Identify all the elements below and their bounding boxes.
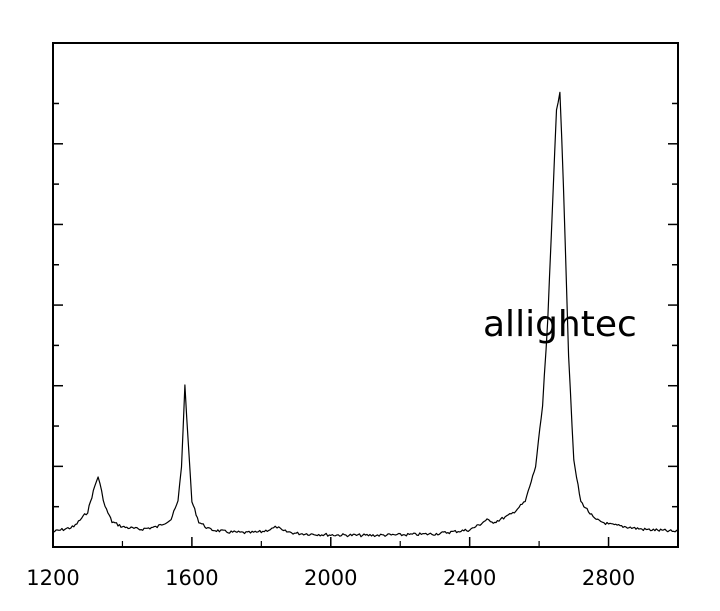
x-tick-label: 2800 (582, 566, 635, 590)
plot-frame (52, 42, 679, 548)
spectrum-line (52, 91, 679, 538)
x-tick-label: 1600 (165, 566, 218, 590)
x-tick-label: 1200 (26, 566, 79, 590)
x-axis-tick-labels: 1200 1600 2000 2400 2800 (26, 566, 635, 590)
x-tick-label: 2000 (304, 566, 357, 590)
x-tick-label: 2400 (443, 566, 496, 590)
plot-area-background (53, 43, 678, 547)
annotation-watermark: allightec (483, 304, 637, 345)
